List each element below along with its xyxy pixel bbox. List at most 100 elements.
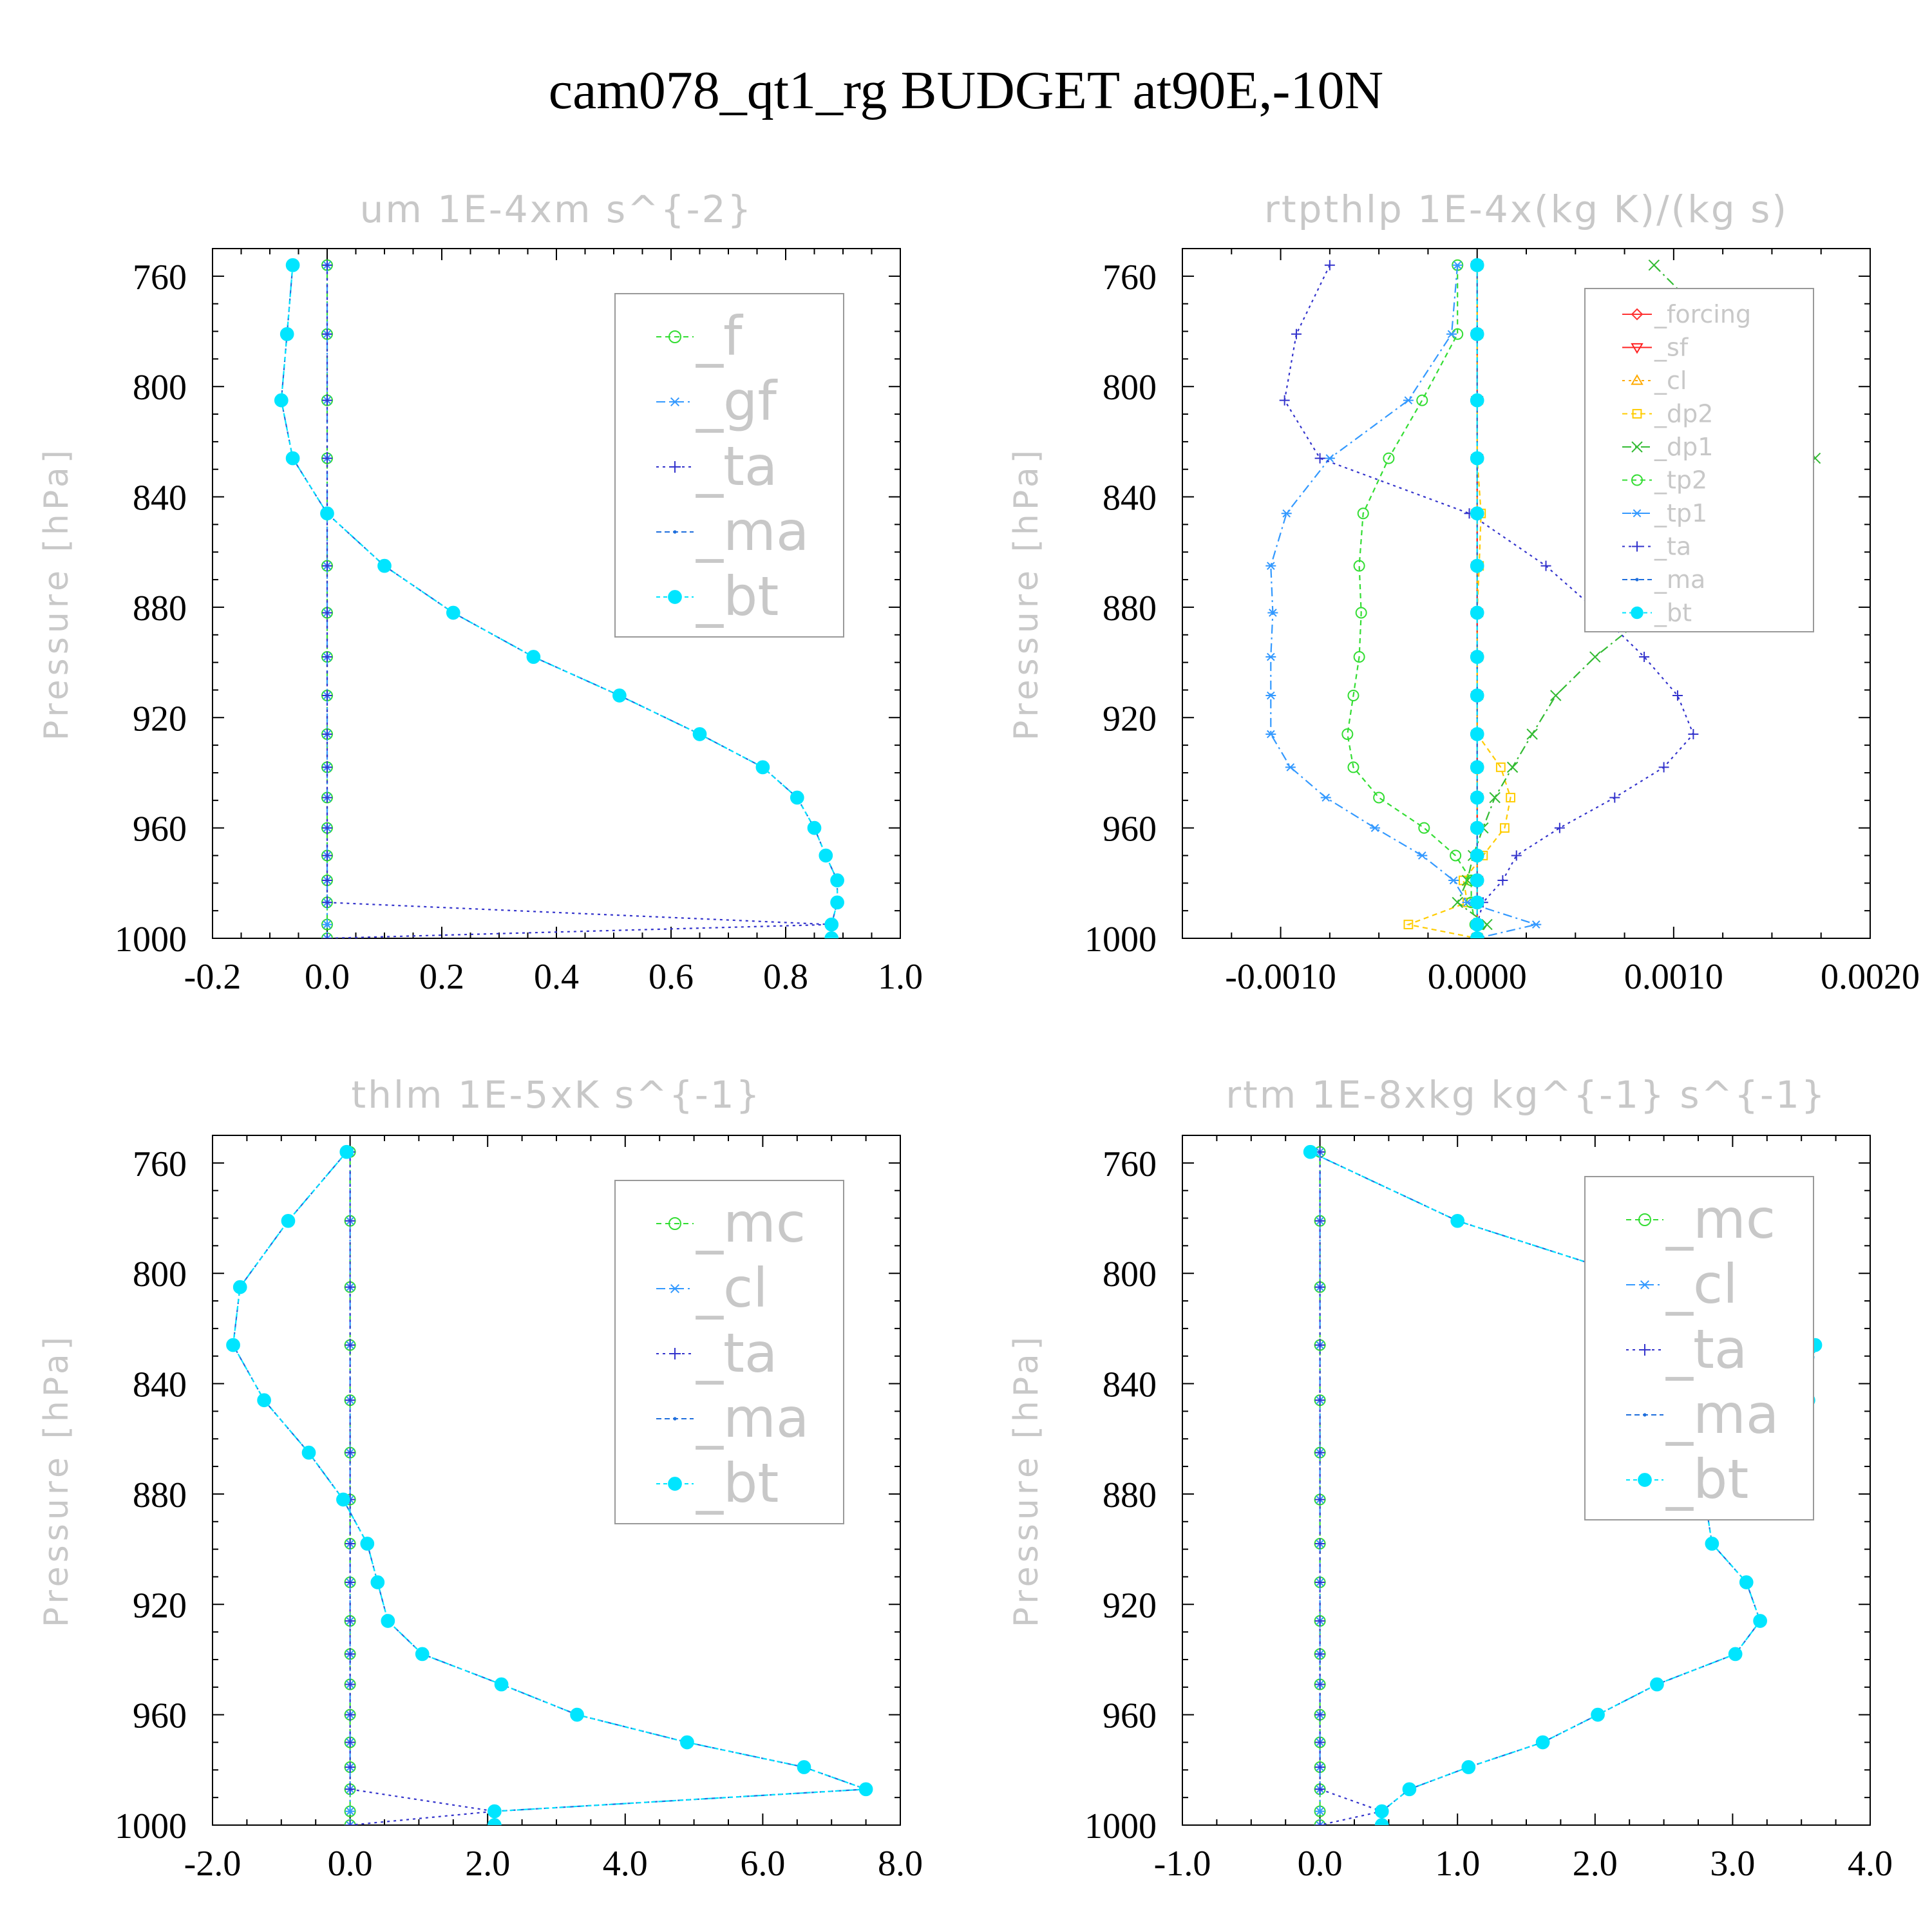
y-tick-label: 960 <box>133 810 187 849</box>
data-point <box>415 1647 430 1662</box>
x-tick-label: 0.6 <box>649 957 694 997</box>
data-point <box>1500 823 1510 833</box>
legend-label: _sf <box>1654 334 1689 362</box>
legend-item: _forcing <box>1622 300 1751 328</box>
y-tick-label: 760 <box>133 1144 187 1184</box>
data-point <box>1314 1709 1325 1720</box>
legend-box <box>1584 1176 1814 1520</box>
data-point <box>1314 1649 1325 1660</box>
data-point <box>1470 451 1484 466</box>
data-point <box>345 1577 355 1588</box>
data-point <box>1450 849 1462 862</box>
data-point <box>1281 509 1292 518</box>
y-tick-label: 880 <box>1103 1475 1157 1515</box>
data-point <box>1506 793 1515 802</box>
data-point <box>1265 562 1276 570</box>
data-point <box>1374 1818 1389 1825</box>
data-point <box>790 790 804 805</box>
data-point <box>858 1782 873 1797</box>
legend-marker <box>1631 374 1643 385</box>
data-point <box>1739 1575 1754 1589</box>
legend: _forcing _sf _cl _dp2 _dp1 _tp2 _tp1 _ta _ma _bt <box>1584 288 1814 632</box>
legend-marker <box>673 530 677 534</box>
data-point <box>1540 560 1551 571</box>
data-point <box>488 1804 502 1819</box>
legend-item: _bt <box>656 565 779 628</box>
legend-item: _ma <box>656 500 809 563</box>
data-point <box>1265 691 1276 700</box>
data-point <box>345 1762 355 1773</box>
legend-marker <box>669 1283 681 1294</box>
series-line <box>349 1151 495 1825</box>
data-point <box>360 1537 375 1551</box>
legend-item: _ta <box>1622 533 1691 561</box>
data-point <box>1753 1614 1767 1628</box>
data-point <box>1353 651 1365 663</box>
legend-label: _dp2 <box>1654 400 1713 428</box>
legend-marker <box>668 590 682 604</box>
data-point <box>1470 760 1484 775</box>
data-point <box>1265 730 1276 739</box>
y-tick-label: 1000 <box>1084 920 1157 960</box>
data-point <box>1416 394 1428 406</box>
data-point <box>1589 651 1601 663</box>
legend-label: _bt <box>696 1452 779 1515</box>
data-point <box>1373 791 1385 804</box>
x-tick-label: 0.0010 <box>1624 957 1723 997</box>
y-tick-label: 800 <box>133 1255 187 1294</box>
data-point <box>1658 762 1669 773</box>
legend-label: _tp1 <box>1654 499 1707 527</box>
x-tick-label: 2.0 <box>1573 1844 1618 1884</box>
data-point <box>345 1395 355 1406</box>
x-tick-label: 3.0 <box>1710 1844 1755 1884</box>
series-line <box>1405 265 1511 938</box>
data-point <box>1470 895 1484 910</box>
legend-label: _cl <box>1665 1253 1738 1316</box>
legend-label: _ma <box>696 1387 809 1450</box>
legend-marker <box>1631 343 1643 354</box>
panel-3: thlm 1E-5xK s^{-1} Pressure [hPa] -2.0 0.0 2… <box>37 1073 923 1884</box>
data-point <box>322 728 332 739</box>
legend-marker <box>1639 1280 1651 1290</box>
data-point <box>345 1737 355 1748</box>
data-point <box>1418 822 1430 834</box>
legend-item: _mc <box>656 1191 806 1255</box>
legend-label: _bt <box>1654 599 1692 627</box>
data-point <box>1314 1340 1325 1350</box>
data-point <box>339 1144 354 1159</box>
series-line <box>1283 265 1694 938</box>
data-point <box>1470 917 1484 932</box>
y-tick-label: 880 <box>133 589 187 629</box>
legend-marker <box>1631 606 1643 620</box>
data-point <box>1489 791 1501 804</box>
data-point <box>1497 875 1508 886</box>
series-line <box>1270 265 1539 938</box>
data-point <box>1470 820 1484 835</box>
data-point <box>1314 1494 1325 1505</box>
data-point <box>1470 848 1484 863</box>
data-point <box>322 875 332 886</box>
data-point <box>322 690 332 701</box>
data-point <box>322 822 332 833</box>
data-point <box>1355 607 1367 619</box>
data-point <box>345 1615 355 1626</box>
data-point <box>1279 395 1290 406</box>
legend-marker <box>668 1477 682 1491</box>
panel-2: rtpthlp 1E-4x(kg K)/(kg s) Pressure [hPa]… <box>1007 187 1920 997</box>
legend-item: _cl <box>1622 366 1687 395</box>
legend-marker <box>668 1217 681 1230</box>
x-tick-label: 0.0 <box>328 1844 373 1884</box>
data-point <box>1314 453 1325 464</box>
data-point <box>345 1679 355 1690</box>
data-point <box>1314 1820 1325 1825</box>
series-line <box>1347 265 1478 938</box>
data-point <box>680 1735 694 1750</box>
x-tick-label: -1.0 <box>1154 1844 1211 1884</box>
data-point <box>570 1707 584 1722</box>
y-tick-label: 1000 <box>115 1806 187 1846</box>
data-point <box>488 1818 502 1825</box>
data-point <box>320 506 334 521</box>
x-tick-label: 4.0 <box>603 1844 648 1884</box>
data-point <box>1470 327 1484 341</box>
legend-label: _dp1 <box>1654 433 1713 461</box>
